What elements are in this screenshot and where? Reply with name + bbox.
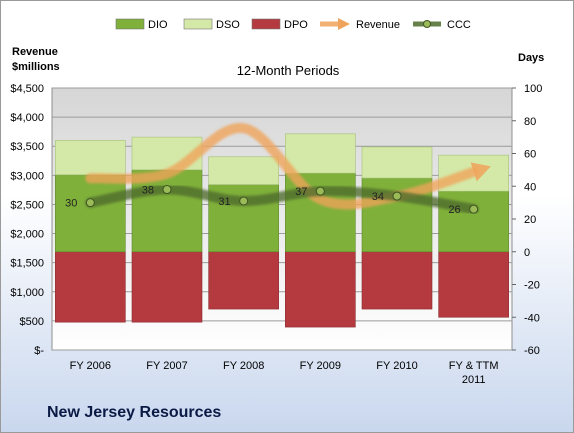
y-left-tick-label: $2,000 [10,229,44,241]
ccc-point [469,204,479,214]
x-tick-label: FY 2006 [70,360,111,372]
y-right-tick-label: -20 [524,280,540,292]
ccc-point [162,185,172,195]
legend-swatch [423,20,431,28]
dpo-bar [438,251,509,318]
dpo-bar [55,251,126,323]
y-right-tick-label: 40 [524,181,536,193]
y-left-tick-label: $1,000 [10,287,44,299]
legend-label: CCC [447,19,471,31]
y-left-tick-label: $3,500 [10,141,44,153]
dio-bar [131,169,203,253]
legend-label: DSO [216,19,240,31]
ccc-line [85,184,479,215]
y-right-tick-label: 60 [524,149,536,161]
legend-label: Revenue [356,19,400,31]
dso-bar [285,133,356,174]
y-left-axis-title: $millions [12,61,60,73]
y-left-tick-label: $4,000 [10,112,44,124]
ccc-point [85,198,95,208]
y-left-tick-label: $2,500 [10,199,44,211]
dio-bar [55,174,126,253]
ccc-point [239,196,249,206]
revenue-arrow-head [470,162,491,182]
legend-swatch [115,18,145,30]
chart-title: 12-Month Periods [237,63,340,78]
x-tick-label: FY 2010 [376,360,417,372]
ccc-data-label: 34 [372,191,384,203]
legend-swatch [183,18,213,30]
y-right-tick-label: 80 [524,116,536,128]
x-tick-label: FY 2009 [300,360,341,372]
y-left-tick-label: $4,500 [10,83,44,95]
dpo-bar [361,251,433,310]
y-left-axis-title: Revenue [12,46,58,58]
ccc-point [392,191,402,201]
y-right-tick-label: 0 [524,247,530,259]
ccc-data-label: 31 [218,196,230,208]
y-right-tick-label: -60 [524,345,540,357]
x-tick-label: FY 2008 [223,360,264,372]
dso-bar [361,146,433,179]
dpo-bar [208,251,279,310]
ccc-data-label: 37 [295,186,307,198]
legend-label: DIO [148,19,168,31]
y-right-axis-title: Days [518,52,544,64]
x-tick-label: 2011 [462,374,486,386]
legend-label: DPO [284,19,308,31]
y-right-tick-label: 20 [524,214,536,226]
y-right-tick-label: -40 [524,312,540,324]
y-left-tick-label: $- [34,345,44,357]
legend-swatch [251,18,281,30]
dso-bar [208,156,279,185]
x-tick-label: FY & TTM [449,360,499,372]
dso-bar [55,140,126,176]
y-left-tick-label: $3,000 [10,170,44,182]
y-left-tick-label: $1,500 [10,258,44,270]
dpo-bar [131,251,203,323]
y-left-tick-label: $500 [20,316,44,328]
legend-swatch [338,18,350,30]
plot-area [51,87,513,351]
y-right-tick-label: 100 [524,83,542,95]
ccc-data-label: 38 [142,185,154,197]
dpo-bar [285,251,356,328]
company-name: New Jersey Resources [47,404,222,421]
x-tick-label: FY 2007 [146,360,187,372]
ccc-data-label: 26 [448,204,460,216]
ccc-point [315,186,325,196]
ccc-data-label: 30 [65,198,77,210]
